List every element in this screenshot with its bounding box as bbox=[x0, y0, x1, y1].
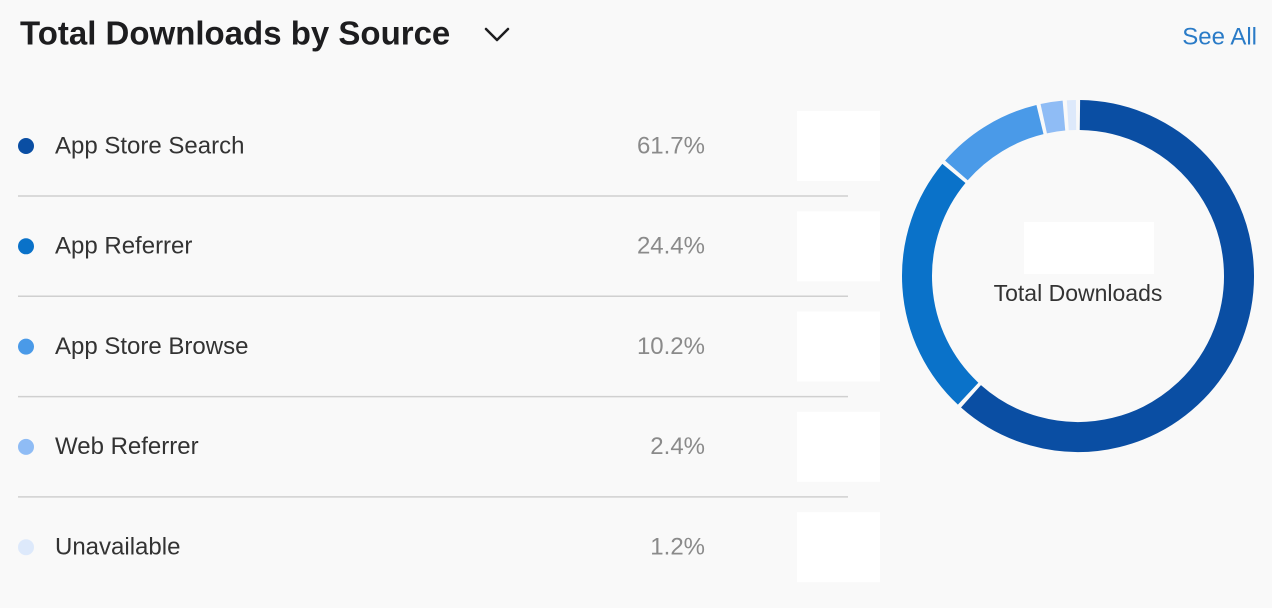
dropdown-chevron[interactable] bbox=[484, 27, 510, 42]
value-label: 24.4% bbox=[637, 233, 705, 260]
redacted-total bbox=[1024, 222, 1154, 274]
center-label: Total Downloads bbox=[994, 280, 1163, 306]
donut-segment bbox=[902, 163, 979, 405]
value-label: 1.2% bbox=[650, 534, 705, 561]
legend-swatch bbox=[18, 238, 34, 255]
donut-segment bbox=[1040, 100, 1066, 134]
legend-swatch bbox=[18, 539, 34, 556]
legend-label: App Referrer bbox=[55, 233, 192, 260]
see-all-link[interactable]: See All bbox=[1182, 23, 1257, 50]
redacted-count bbox=[797, 211, 880, 282]
donut-segment bbox=[961, 100, 1254, 452]
legend-swatch bbox=[18, 138, 34, 154]
redacted-count bbox=[797, 512, 880, 583]
legend-swatch bbox=[18, 338, 34, 355]
redacted-count bbox=[797, 111, 880, 181]
redacted-count bbox=[797, 311, 880, 382]
legend-swatch bbox=[18, 438, 34, 455]
legend-label: App Store Search bbox=[55, 132, 244, 159]
value-label: 10.2% bbox=[637, 333, 705, 360]
legend-label: App Store Browse bbox=[55, 333, 248, 360]
legend-label: Web Referrer bbox=[55, 433, 199, 460]
value-label: 2.4% bbox=[650, 433, 705, 460]
value-label: 61.7% bbox=[637, 132, 705, 159]
redacted-count bbox=[797, 411, 880, 482]
legend-label: Unavailable bbox=[55, 534, 180, 561]
chart-title[interactable]: Total Downloads by Source bbox=[20, 15, 450, 52]
donut-segment bbox=[945, 104, 1044, 181]
